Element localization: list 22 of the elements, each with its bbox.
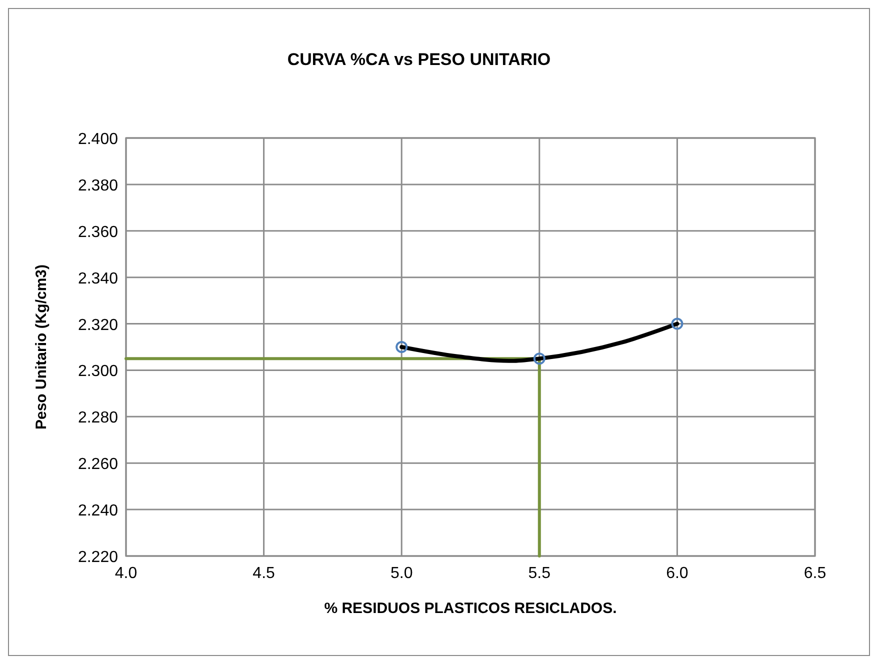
x-tick-label: 5.0 [390, 565, 413, 582]
point [671, 318, 684, 330]
y-tick-label: 2.240 [78, 502, 118, 520]
y-tick-label: 2.400 [78, 131, 118, 148]
x-axis-title: % RESIDUOS PLASTICOS RESICLADOS. [324, 600, 617, 617]
y-tick-label: 2.340 [78, 270, 118, 288]
x-tick-label: 6.0 [666, 565, 688, 582]
x-tick-label: 5.5 [528, 565, 551, 582]
point [533, 352, 546, 365]
point [396, 341, 408, 353]
y-tick-label: 2.320 [78, 316, 118, 334]
x-tick-label: 4.5 [252, 565, 276, 582]
y-tick-label: 2.260 [78, 456, 118, 474]
chart-title: CURVA %CA vs PESO UNITARIO [287, 50, 551, 69]
y-axis-title: Peso Unitario (Kg/cm3) [33, 264, 50, 430]
y-tick-label: 2.360 [78, 224, 118, 241]
y-tick-label: 2.280 [78, 410, 118, 427]
x-tick-label: 6.5 [804, 565, 826, 582]
y-tick-label: 2.300 [78, 363, 118, 380]
y-tick-label: 2.220 [78, 549, 118, 566]
x-tick-label: 4.0 [114, 565, 138, 582]
y-tick-label: 2.380 [78, 177, 118, 194]
